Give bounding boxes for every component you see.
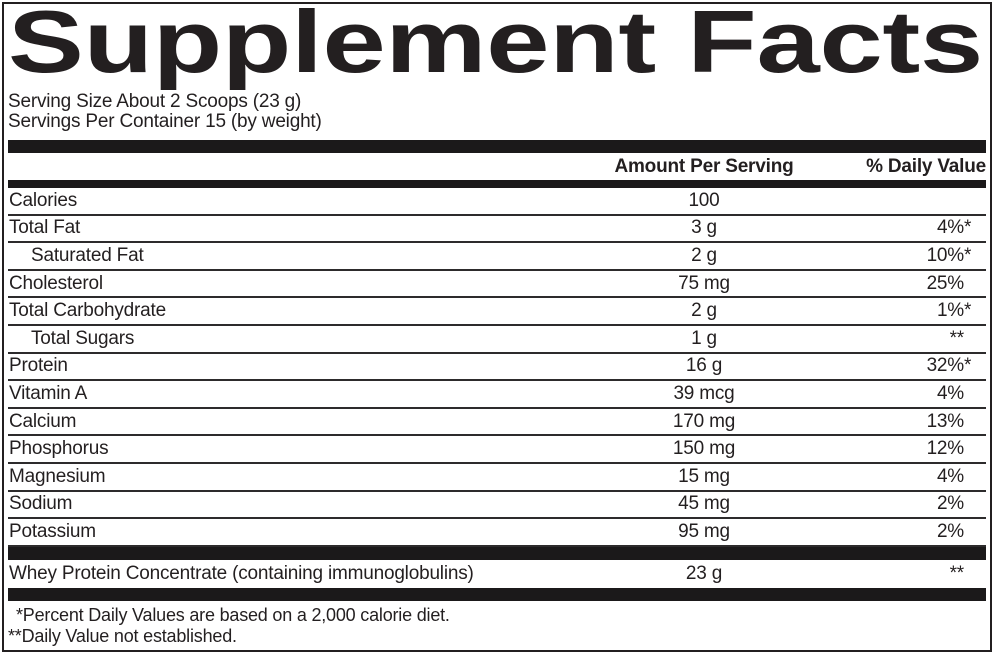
nutrient-name: Total Sugars <box>31 327 135 349</box>
serving-info: Serving Size About 2 Scoops (23 g) Servi… <box>8 92 986 131</box>
nutrient-name: Phosphorus <box>9 438 109 460</box>
daily-value-text: 12% <box>926 438 965 460</box>
nutrient-amount: 45 mg <box>678 493 730 515</box>
nutrient-daily-value: 25% <box>854 273 986 295</box>
nutrient-name: Calcium <box>9 410 77 432</box>
column-header-daily-value: % Daily Value <box>866 155 986 177</box>
nutrient-daily-value: 2% <box>854 493 986 515</box>
nutrient-amount: 100 <box>688 189 720 211</box>
daily-value-asterisk: * <box>964 244 972 266</box>
nutrient-name: Calories <box>9 189 78 211</box>
daily-value-text: 4% <box>936 382 964 404</box>
nutrient-name: Vitamin A <box>9 382 88 404</box>
table-row: Saturated Fat 2 g 10%* <box>8 243 986 271</box>
table-row: Calcium 170 mg 13% <box>8 409 986 437</box>
divider-bar-header <box>8 180 986 188</box>
serving-size: Serving Size About 2 Scoops (23 g) <box>8 91 302 112</box>
nutrient-name: Sodium <box>9 493 73 515</box>
nutrient-amount: 95 mg <box>678 520 730 542</box>
nutrient-name: Magnesium <box>9 465 106 487</box>
supplement-facts-label: Supplement Facts Serving Size About 2 Sc… <box>2 2 992 652</box>
table-row: Phosphorus 150 mg 12% <box>8 436 986 464</box>
daily-value-text: 32% <box>926 355 965 377</box>
footnote-not-established: **Daily Value not established. <box>8 626 237 647</box>
daily-value-text: ** <box>949 562 965 584</box>
nutrient-amount: 1 g <box>691 327 717 349</box>
nutrient-daily-value: 12% <box>854 438 986 460</box>
table-row: Vitamin A 39 mcg 4% <box>8 381 986 409</box>
nutrient-amount: 170 mg <box>672 410 736 432</box>
divider-bar-middle <box>8 546 986 560</box>
nutrient-name: Total Fat <box>9 217 81 239</box>
column-header-amount: Amount Per Serving <box>614 155 794 177</box>
nutrient-amount: 2 g <box>691 300 717 322</box>
table-row: Magnesium 15 mg 4% <box>8 464 986 492</box>
nutrient-daily-value: 32%* <box>854 355 986 377</box>
nutrient-name: Potassium <box>9 520 96 542</box>
daily-value-text: 13% <box>926 410 965 432</box>
nutrient-daily-value: ** <box>854 563 986 585</box>
nutrient-amount: 15 mg <box>678 465 730 487</box>
nutrient-daily-value <box>854 190 986 212</box>
nutrient-amount: 3 g <box>691 217 717 239</box>
nutrient-daily-value: 4% <box>854 383 986 405</box>
table-row: Sodium 45 mg 2% <box>8 492 986 520</box>
nutrient-name: Saturated Fat <box>31 244 144 266</box>
servings-per-container: Servings Per Container 15 (by weight) <box>8 110 322 132</box>
column-header-row: Amount Per Serving % Daily Value <box>8 153 986 180</box>
nutrient-amount: 39 mcg <box>673 382 735 404</box>
daily-value-text: 4% <box>936 217 964 239</box>
nutrient-daily-value: 4%* <box>854 217 986 239</box>
daily-value-text: 2% <box>936 493 964 515</box>
daily-value-asterisk: * <box>964 355 972 377</box>
table-row: Calories 100 <box>8 188 986 216</box>
table-row: Total Carbohydrate 2 g 1%* <box>8 298 986 326</box>
nutrient-amount: 23 g <box>685 562 723 584</box>
nutrient-name: Whey Protein Concentrate (containing imm… <box>9 562 474 584</box>
footnotes: *Percent Daily Values are based on a 2,0… <box>8 605 986 648</box>
nutrient-daily-value: 4% <box>854 466 986 488</box>
daily-value-text: 10% <box>926 244 965 266</box>
table-row: Potassium 95 mg 2% <box>8 519 986 547</box>
daily-value-text: 1% <box>936 300 964 322</box>
nutrient-name: Cholesterol <box>9 272 103 294</box>
daily-value-asterisk: * <box>964 217 972 239</box>
label-title: Supplement Facts <box>8 6 983 90</box>
divider-bar-top <box>8 140 986 153</box>
table-row-whey-protein: Whey Protein Concentrate (containing imm… <box>8 560 986 588</box>
nutrient-daily-value: 10%* <box>854 245 986 267</box>
daily-value-text: 2% <box>936 520 964 542</box>
table-row: Cholesterol 75 mg 25% <box>8 271 986 299</box>
daily-value-text: ** <box>949 327 965 349</box>
nutrient-amount: 75 mg <box>678 272 730 294</box>
daily-value-asterisk: * <box>964 300 972 322</box>
daily-value-text: 4% <box>936 465 964 487</box>
table-row: Total Sugars 1 g ** <box>8 326 986 354</box>
nutrient-daily-value: ** <box>854 328 986 350</box>
table-row: Total Fat 3 g 4%* <box>8 216 986 244</box>
table-row: Protein 16 g 32%* <box>8 354 986 382</box>
nutrient-daily-value: 2% <box>854 521 986 543</box>
nutrient-rows: Calories 100 Total Fat 3 g 4%* Saturated… <box>8 188 986 547</box>
divider-bar-bottom <box>8 587 986 601</box>
nutrient-name: Total Carbohydrate <box>9 300 166 322</box>
nutrient-amount: 2 g <box>691 244 717 266</box>
label-title-text: Supplement Facts <box>8 6 983 90</box>
nutrient-name: Protein <box>9 355 68 377</box>
nutrient-daily-value: 1%* <box>854 300 986 322</box>
daily-value-text: 25% <box>926 272 965 294</box>
nutrient-amount: 150 mg <box>672 438 736 460</box>
nutrient-daily-value: 13% <box>854 411 986 433</box>
nutrient-amount: 16 g <box>685 355 723 377</box>
footnote-daily-values: *Percent Daily Values are based on a 2,0… <box>16 604 450 625</box>
